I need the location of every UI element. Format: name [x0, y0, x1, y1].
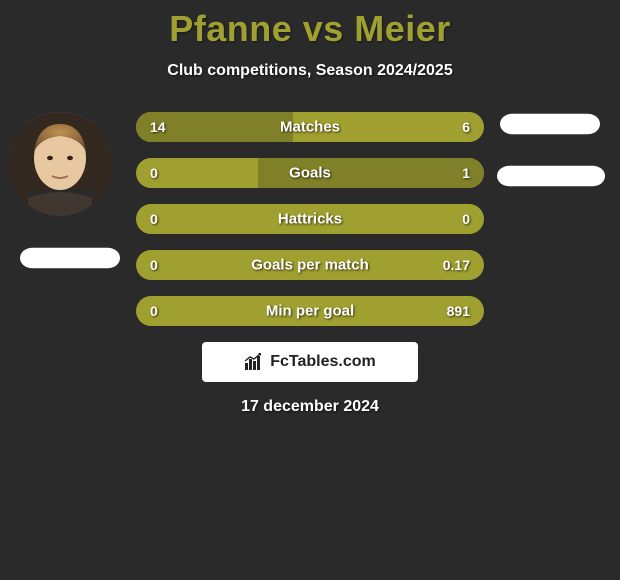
- stat-value-left: 0: [150, 211, 158, 227]
- stat-bar: 0 891 Min per goal: [136, 296, 484, 326]
- player-photo-placeholder: [8, 112, 112, 216]
- bar-chart-icon: [244, 353, 264, 371]
- player-left-name-pill: [20, 248, 120, 268]
- stat-value-left: 0: [150, 257, 158, 273]
- stat-label: Hattricks: [278, 211, 342, 228]
- stat-value-left: 0: [150, 165, 158, 181]
- stat-bar: 0 1 Goals: [136, 158, 484, 188]
- date-text: 17 december 2024: [0, 398, 620, 416]
- stat-value-right: 891: [447, 303, 470, 319]
- stat-value-right: 0.17: [443, 257, 470, 273]
- stat-label: Matches: [280, 119, 340, 136]
- stat-value-left: 14: [150, 119, 166, 135]
- stat-label: Goals: [289, 165, 331, 182]
- stat-label: Goals per match: [251, 257, 369, 274]
- stat-bars: 14 6 Matches 0 1 Goals 0 0 Hattricks 0 0.17 Goals p…: [136, 112, 484, 326]
- player-left-avatar: [8, 112, 112, 216]
- stat-label: Min per goal: [266, 303, 354, 320]
- comparison-area: 14 6 Matches 0 1 Goals 0 0 Hattricks 0 0.17 Goals p…: [0, 112, 620, 326]
- stat-value-right: 6: [462, 119, 470, 135]
- stat-value-right: 1: [462, 165, 470, 181]
- brand-badge: FcTables.com: [202, 342, 418, 382]
- stat-value-left: 0: [150, 303, 158, 319]
- brand-text: FcTables.com: [270, 353, 376, 371]
- comparison-infographic: Pfanne vs Meier Club competitions, Seaso…: [0, 0, 620, 416]
- subtitle: Club competitions, Season 2024/2025: [0, 62, 620, 80]
- player-right-name-pill-2: [497, 166, 605, 186]
- stat-value-right: 0: [462, 211, 470, 227]
- stat-bar: 0 0 Hattricks: [136, 204, 484, 234]
- page-title: Pfanne vs Meier: [0, 8, 620, 50]
- player-right-name-pill-1: [500, 114, 600, 134]
- stat-bar: 0 0.17 Goals per match: [136, 250, 484, 280]
- stat-bar: 14 6 Matches: [136, 112, 484, 142]
